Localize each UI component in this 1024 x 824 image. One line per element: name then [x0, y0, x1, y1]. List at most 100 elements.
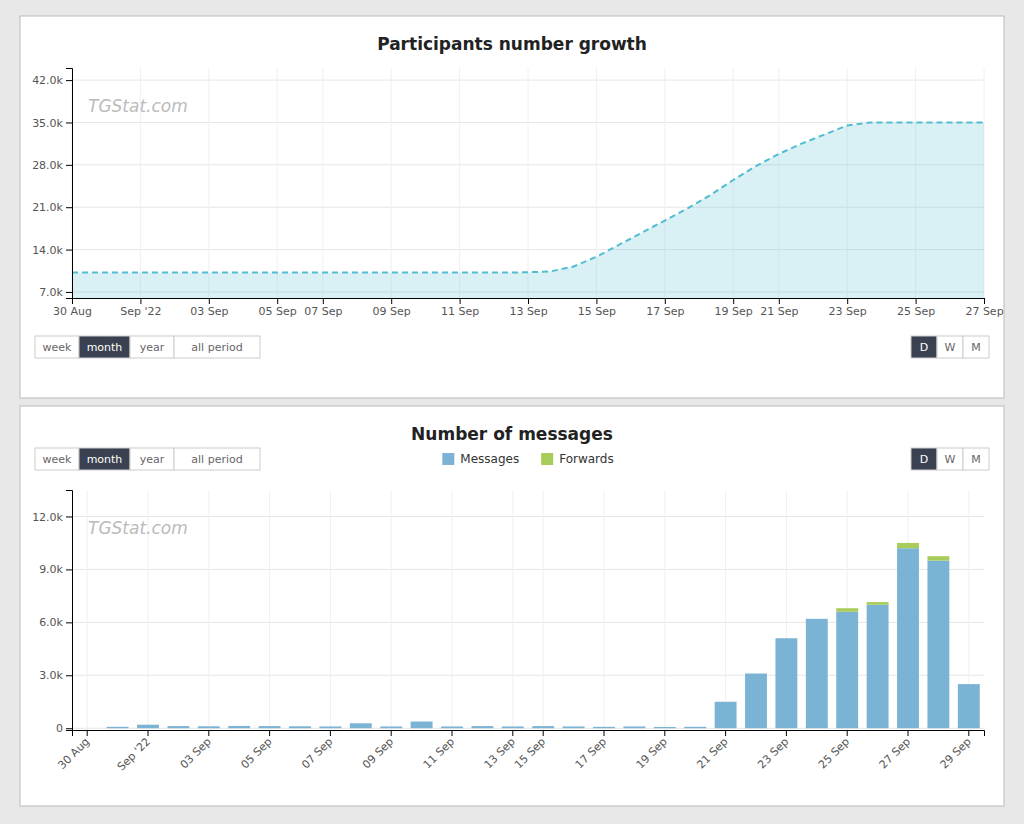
x-tick-mark — [140, 298, 141, 304]
y-axis: 7.0k14.0k21.0k28.0k35.0k42.0k — [32, 69, 72, 299]
y-tick-label: 21.0k — [32, 201, 63, 214]
x-tick-label: 15 Sep — [512, 735, 548, 771]
plot-marks — [107, 543, 980, 728]
tab-button-background[interactable] — [937, 336, 963, 358]
tab-button-background[interactable] — [937, 448, 963, 470]
x-tick-label: Sep '22 — [120, 305, 161, 318]
legend-item: Forwards — [541, 452, 614, 466]
y-tick: 42.0k — [32, 74, 72, 87]
chart-page: Participants number growth30 AugSep '220… — [0, 0, 1024, 824]
x-tick-label: 27 Sep — [965, 305, 1003, 318]
tab-button-background[interactable] — [963, 336, 989, 358]
bar — [441, 726, 463, 728]
bar — [137, 725, 159, 729]
tab-button-background[interactable] — [963, 448, 989, 470]
y-tick-label: 12.0k — [32, 510, 63, 523]
x-tick-mark — [604, 730, 605, 736]
tab-button-label[interactable]: all period — [191, 341, 242, 354]
x-axis: 30 AugSep '2203 Sep05 Sep07 Sep09 Sep11 … — [53, 298, 1004, 318]
legend-item: Messages — [442, 452, 519, 466]
tab-button[interactable]: year — [130, 336, 174, 358]
tab-button-label[interactable]: D — [920, 341, 928, 354]
tab-button[interactable]: week — [35, 336, 79, 358]
x-tick-label: 30 Aug — [55, 735, 92, 772]
y-axis-line — [66, 69, 73, 299]
tab-button[interactable]: month — [79, 336, 130, 358]
bar — [593, 726, 615, 727]
x-tick-mark — [209, 298, 210, 304]
tab-button-label[interactable]: W — [945, 453, 956, 466]
tab-button-label[interactable]: month — [87, 453, 123, 466]
tab-button-background[interactable] — [35, 448, 79, 470]
tab-button-label[interactable]: D — [920, 453, 928, 466]
tab-button-background[interactable] — [130, 336, 174, 358]
tab-button-label[interactable]: W — [945, 341, 956, 354]
x-tick-mark — [512, 730, 513, 736]
tab-button-label[interactable]: M — [971, 453, 981, 466]
tab-button-label[interactable]: year — [140, 341, 165, 354]
tab-button-background[interactable] — [79, 336, 130, 358]
tab-button-label[interactable]: M — [971, 341, 981, 354]
tab-button-background[interactable] — [174, 336, 260, 358]
tab-button[interactable]: month — [79, 448, 130, 470]
tab-button-label[interactable]: week — [43, 341, 73, 354]
x-tick: 27 Sep — [877, 730, 913, 771]
tab-button[interactable]: all period — [174, 336, 260, 358]
plot-marks — [72, 122, 984, 298]
x-tick-label: 30 Aug — [53, 305, 92, 318]
bar — [319, 726, 341, 727]
x-tick: 11 Sep — [441, 298, 479, 318]
x-tick: 19 Sep — [715, 298, 753, 318]
x-tick: 13 Sep — [509, 298, 547, 318]
tab-button-label[interactable]: week — [43, 453, 73, 466]
y-tick: 6.0k — [39, 616, 72, 629]
tab-button-background[interactable] — [35, 336, 79, 358]
tab-button[interactable]: M — [963, 448, 989, 470]
tab-button-label[interactable]: all period — [191, 453, 242, 466]
legend-swatch — [541, 453, 553, 465]
tab-button-background[interactable] — [911, 336, 937, 358]
bar — [715, 701, 737, 702]
bar — [927, 561, 949, 729]
bar — [654, 727, 676, 728]
bar — [502, 726, 524, 728]
tab-button-label[interactable]: month — [87, 341, 123, 354]
y-tick: 12.0k — [32, 510, 72, 523]
x-tick-mark — [452, 730, 453, 736]
x-axis: 30 AugSep '2203 Sep05 Sep07 Sep09 Sep11 … — [55, 730, 984, 773]
tab-button[interactable]: week — [35, 448, 79, 470]
tab-button[interactable]: W — [937, 448, 963, 470]
y-tick-mark — [66, 728, 72, 729]
y-tick: 14.0k — [32, 244, 72, 257]
tab-button-label[interactable]: year — [140, 453, 165, 466]
x-tick-label: 21 Sep — [694, 735, 730, 771]
tab-button[interactable]: year — [130, 448, 174, 470]
bar — [502, 726, 524, 727]
tab-button[interactable]: D — [911, 448, 937, 470]
y-tick-label: 6.0k — [39, 616, 63, 629]
bar — [380, 726, 402, 727]
tab-button[interactable]: M — [963, 336, 989, 358]
watermark: TGStat.com — [88, 518, 188, 538]
y-tick: 3.0k — [39, 669, 72, 682]
bar — [107, 727, 129, 728]
y-tick-mark — [66, 675, 72, 676]
x-tick-mark — [984, 298, 985, 304]
tab-button-background[interactable] — [911, 448, 937, 470]
tab-button[interactable]: all period — [174, 448, 260, 470]
y-tick-mark — [66, 80, 72, 81]
bar — [836, 608, 858, 612]
tab-button[interactable]: D — [911, 336, 937, 358]
tab-button-background[interactable] — [79, 448, 130, 470]
panel-background — [20, 16, 1004, 398]
x-tick: 30 Aug — [53, 298, 92, 318]
tab-button-background[interactable] — [174, 448, 260, 470]
y-tick-label: 14.0k — [32, 244, 63, 257]
tab-button-background[interactable] — [130, 448, 174, 470]
bar — [927, 556, 949, 560]
x-tick-mark — [916, 298, 917, 304]
chart-panel: Number of messages30 AugSep '2203 Sep05 … — [20, 406, 1004, 806]
tab-button[interactable]: W — [937, 336, 963, 358]
bar — [137, 724, 159, 725]
x-tick-label: 25 Sep — [897, 305, 935, 318]
